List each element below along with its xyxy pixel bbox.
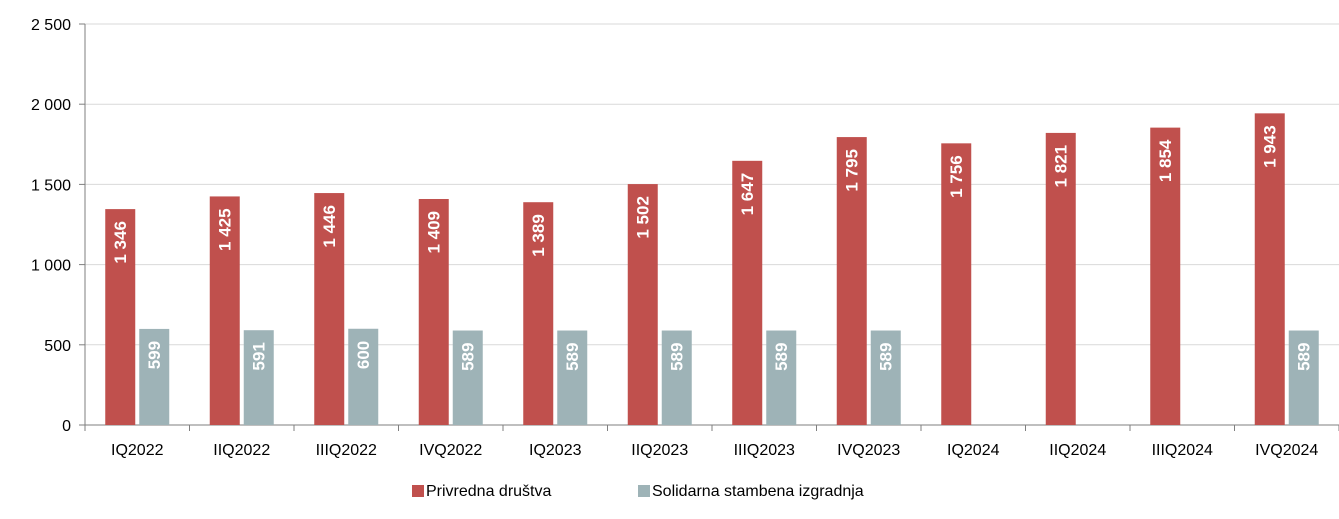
y-tick-label: 0 <box>62 418 71 435</box>
bar-solidarna-stambena-izgradnja <box>139 328 170 425</box>
legend-label: Privredna društva <box>426 483 551 500</box>
bar-data-label: 589 <box>459 343 478 371</box>
bar-data-label: 1 821 <box>1052 145 1071 188</box>
bar-data-label: 1 425 <box>216 208 235 251</box>
legend: Privredna društva Solidarna stambena izgr… <box>412 483 864 500</box>
bar-solidarna-stambena-izgradnja <box>1288 330 1319 425</box>
bar-data-label: 589 <box>563 343 582 371</box>
bar-data-label: 1 409 <box>425 211 444 254</box>
y-tick-label: 2 000 <box>31 97 71 114</box>
y-tick-label: 500 <box>44 338 71 355</box>
bar-solidarna-stambena-izgradnja <box>766 330 797 425</box>
bar-solidarna-stambena-izgradnja <box>348 328 379 425</box>
bar-data-label: 1 389 <box>529 214 548 257</box>
y-tick-label: 1 500 <box>31 177 71 194</box>
bar-privredna-drustva <box>836 137 867 425</box>
bar-data-label: 1 647 <box>738 173 757 216</box>
x-tick-label: IVQ2024 <box>1255 442 1318 459</box>
bar-privredna-drustva <box>1045 132 1076 425</box>
x-tick-label: IIIQ2024 <box>1152 442 1213 459</box>
bar-data-label: 1 346 <box>111 221 130 264</box>
bar-data-label: 1 446 <box>320 205 339 248</box>
x-tick-label: IIIQ2022 <box>316 442 377 459</box>
bar-data-label: 589 <box>772 343 791 371</box>
bar-privredna-drustva <box>418 198 449 425</box>
bar-privredna-drustva <box>1254 113 1285 425</box>
bar-privredna-drustva <box>732 160 763 425</box>
bar-privredna-drustva <box>1150 127 1181 425</box>
y-tick-label: 2 500 <box>31 17 71 34</box>
legend-swatch <box>412 485 424 497</box>
bar-data-label: 589 <box>1295 343 1314 371</box>
bar-solidarna-stambena-izgradnja <box>557 330 588 425</box>
bar-privredna-drustva <box>209 196 240 425</box>
bar-solidarna-stambena-izgradnja <box>661 330 692 425</box>
bar-data-label: 591 <box>250 342 269 370</box>
x-tick-label: IIIQ2023 <box>734 442 795 459</box>
legend-swatch <box>638 485 650 497</box>
bar-data-label: 1 756 <box>947 155 966 198</box>
bar-data-label: 1 795 <box>843 149 862 192</box>
bar-solidarna-stambena-izgradnja <box>452 330 483 425</box>
bar-data-label: 1 854 <box>1156 139 1175 182</box>
bar-privredna-drustva <box>941 143 972 426</box>
gridlines <box>85 23 1339 346</box>
bar-solidarna-stambena-izgradnja <box>870 330 901 425</box>
bar-data-label: 589 <box>877 343 896 371</box>
bar-data-label: 600 <box>354 341 373 369</box>
y-axis: 0 500 1 000 1 500 2 000 2 500 <box>31 17 86 435</box>
y-tick-label: 1 000 <box>31 258 71 275</box>
x-tick-label: IIQ2024 <box>1049 442 1106 459</box>
bar-solidarna-stambena-izgradnja <box>243 330 274 425</box>
bar-privredna-drustva <box>105 209 136 425</box>
bar-data-label: 599 <box>145 341 164 369</box>
x-tick-label: IIQ2023 <box>631 442 688 459</box>
bar-data-label: 1 943 <box>1261 125 1280 168</box>
bar-privredna-drustva <box>627 184 658 425</box>
bar-privredna-drustva <box>314 193 345 425</box>
legend-label: Solidarna stambena izgradnja <box>652 483 864 500</box>
bar-privredna-drustva <box>523 202 554 425</box>
x-tick-label: IQ2022 <box>111 442 164 459</box>
x-tick-label: IVQ2023 <box>837 442 900 459</box>
bars: 1 346 599 1 425 591 1 446 600 1 409 589 1 389 589… <box>105 113 1319 426</box>
x-axis: IQ2022 IIQ2022 IIIQ2022 IVQ2022 IQ2023 IIQ202… <box>84 424 1339 459</box>
x-tick-label: IQ2023 <box>529 442 582 459</box>
bar-data-label: 1 502 <box>634 196 653 239</box>
x-tick-label: IIQ2022 <box>213 442 270 459</box>
bar-data-label: 589 <box>668 343 687 371</box>
x-tick-label: IQ2024 <box>947 442 1000 459</box>
x-tick-label: IVQ2022 <box>419 442 482 459</box>
